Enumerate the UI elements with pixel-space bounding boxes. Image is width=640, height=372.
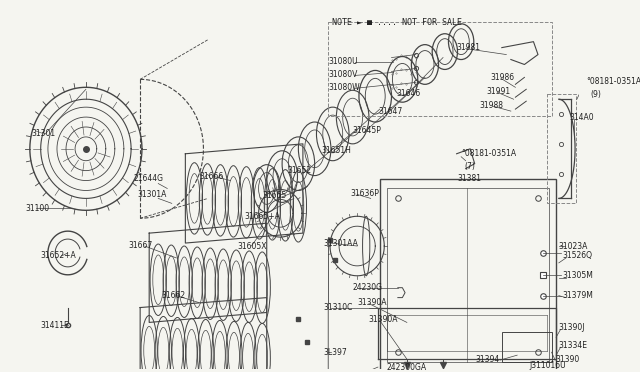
Text: 31080W: 31080W — [328, 83, 360, 92]
Text: 242300GA: 242300GA — [387, 363, 427, 372]
Text: °08181-0351A: °08181-0351A — [586, 77, 640, 86]
Text: 31023A: 31023A — [559, 241, 588, 250]
Text: 31390J: 31390J — [559, 323, 586, 332]
Text: 31647: 31647 — [378, 107, 402, 116]
Text: 314A0: 314A0 — [570, 113, 595, 122]
Text: 31645P: 31645P — [353, 126, 381, 135]
Text: 31652+A: 31652+A — [41, 251, 76, 260]
Text: 31667: 31667 — [129, 241, 153, 250]
Text: 31665+A: 31665+A — [244, 212, 280, 221]
Text: 31662: 31662 — [161, 291, 185, 300]
Text: 31605X: 31605X — [238, 241, 268, 250]
Text: 31986: 31986 — [490, 73, 514, 82]
Text: °08181-0351A: °08181-0351A — [461, 149, 516, 158]
Text: 31390: 31390 — [555, 355, 579, 363]
Text: 31100: 31100 — [26, 204, 49, 213]
Text: (7): (7) — [465, 162, 476, 171]
Text: 31305M: 31305M — [563, 271, 593, 280]
Bar — [380, 179, 556, 372]
Text: 31636P: 31636P — [351, 189, 380, 198]
Text: 31080U: 31080U — [328, 57, 358, 66]
Text: 31390A: 31390A — [357, 298, 387, 307]
Text: 31991: 31991 — [486, 87, 511, 96]
Text: 3L397: 3L397 — [324, 348, 348, 357]
Text: 31665: 31665 — [262, 191, 287, 200]
Text: NOTE ► ■ .... NOT FOR SALE: NOTE ► ■ .... NOT FOR SALE — [332, 18, 462, 27]
Text: 31310C: 31310C — [324, 303, 353, 312]
Text: 31652: 31652 — [287, 166, 312, 175]
Text: 31390A: 31390A — [369, 315, 399, 324]
Text: 31301AA: 31301AA — [324, 238, 358, 247]
Text: 31301: 31301 — [31, 129, 56, 138]
Bar — [502, 332, 552, 362]
Text: 31411E: 31411E — [41, 321, 69, 330]
Bar — [547, 94, 576, 203]
Text: 31394: 31394 — [476, 355, 500, 363]
Text: 31646: 31646 — [396, 89, 420, 98]
Text: 31981: 31981 — [456, 43, 481, 52]
Text: 31651H: 31651H — [321, 146, 351, 155]
Text: 31988: 31988 — [479, 101, 503, 110]
Text: 31666: 31666 — [199, 172, 223, 181]
Text: (9): (9) — [591, 90, 602, 99]
Text: 31080V: 31080V — [328, 70, 358, 79]
Bar — [328, 22, 552, 116]
Text: J311016U: J311016U — [529, 360, 566, 369]
Text: 31301A: 31301A — [138, 190, 167, 199]
Text: 31334E: 31334E — [559, 341, 588, 350]
Text: 31379M: 31379M — [563, 291, 593, 300]
Text: 24230G: 24230G — [353, 283, 383, 292]
Text: 21644G: 21644G — [134, 174, 164, 183]
Bar — [387, 189, 549, 362]
Text: 31526Q: 31526Q — [563, 251, 593, 260]
Text: 31381: 31381 — [458, 174, 481, 183]
